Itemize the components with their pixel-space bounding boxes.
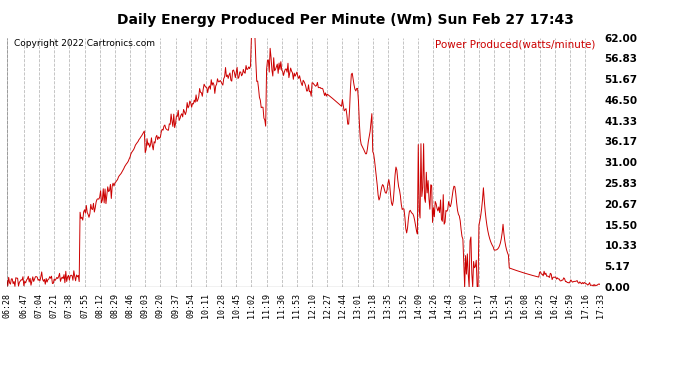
Text: Copyright 2022 Cartronics.com: Copyright 2022 Cartronics.com	[14, 39, 155, 48]
Text: Daily Energy Produced Per Minute (Wm) Sun Feb 27 17:43: Daily Energy Produced Per Minute (Wm) Su…	[117, 13, 573, 27]
Text: Power Produced(watts/minute): Power Produced(watts/minute)	[435, 39, 595, 50]
